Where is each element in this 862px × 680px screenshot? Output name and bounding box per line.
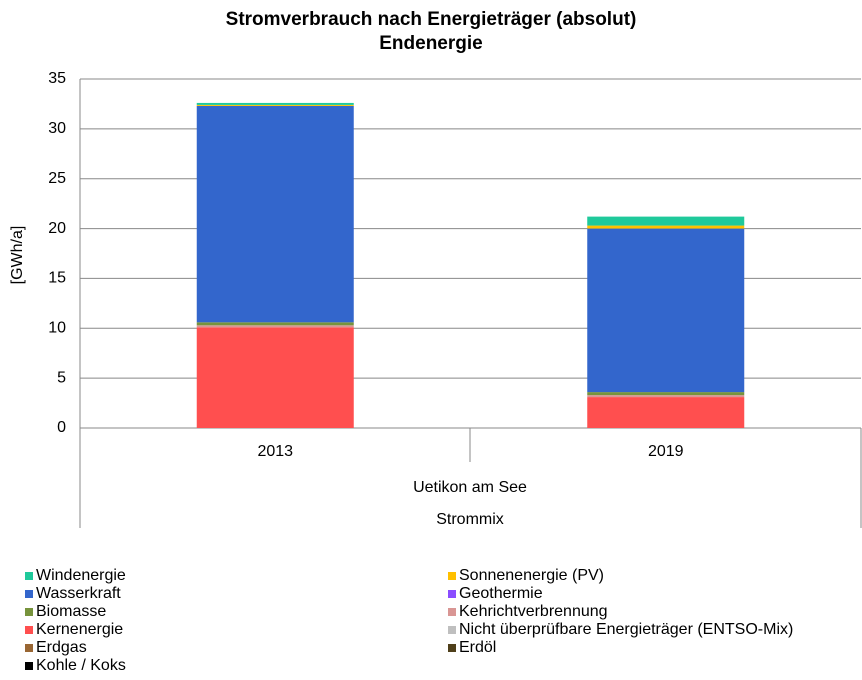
x-subgroup-label: Strommix (436, 511, 504, 528)
x-group-label: Uetikon am See (413, 479, 527, 496)
y-tick-label: 35 (48, 70, 66, 87)
y-tick-label: 20 (48, 220, 66, 237)
x-tick-label: 2019 (648, 443, 684, 460)
legend-swatch (25, 608, 33, 616)
legend-label: Geothermie (459, 585, 543, 602)
y-tick-label: 5 (57, 369, 66, 386)
legend-swatch (448, 572, 456, 580)
bar-segment (587, 216, 745, 226)
bar-segment (196, 105, 354, 323)
legend-label: Windenergie (36, 567, 126, 584)
y-tick-label: 30 (48, 120, 66, 137)
legend-swatch (448, 644, 456, 652)
bar-segment (196, 102, 354, 105)
legend-label: Kohle / Koks (36, 657, 126, 674)
legend-label: Wasserkraft (36, 585, 121, 602)
bar-segment (587, 397, 745, 428)
y-tick-label: 15 (48, 270, 66, 287)
y-tick-label: 25 (48, 170, 66, 187)
legend-swatch (25, 644, 33, 652)
bar-segment (587, 395, 745, 398)
y-tick-label: 10 (48, 320, 66, 337)
chart-subtitle: Endenergie (379, 33, 482, 54)
legend-swatch (25, 626, 33, 634)
legend-swatch (25, 572, 33, 580)
legend-swatch (448, 608, 456, 616)
bar-segment (587, 225, 745, 229)
bar-segment (587, 392, 745, 396)
y-axis-label: [GWh/a] (9, 226, 26, 285)
legend-label: Kehrichtverbrennung (459, 603, 608, 620)
legend-label: Kernenergie (36, 621, 123, 638)
legend-label: Biomasse (36, 603, 106, 620)
y-tick-label: 0 (57, 419, 66, 436)
bar-segment (587, 228, 745, 393)
bar-segment (196, 327, 354, 428)
legend-label: Sonnenenergie (PV) (459, 567, 604, 584)
bar-segment (196, 104, 354, 106)
x-tick-label: 2013 (257, 443, 293, 460)
legend-label: Nicht überprüfbare Energieträger (ENTSO-… (459, 621, 793, 638)
bar-segment (196, 325, 354, 328)
legend-label: Erdgas (36, 639, 87, 656)
chart-title: Stromverbrauch nach Energieträger (absol… (226, 9, 637, 30)
legend-swatch (25, 662, 33, 670)
bar-segment (196, 322, 354, 326)
legend-label: Erdöl (459, 639, 496, 656)
legend-swatch (448, 590, 456, 598)
legend-swatch (25, 590, 33, 598)
legend-swatch (448, 626, 456, 634)
